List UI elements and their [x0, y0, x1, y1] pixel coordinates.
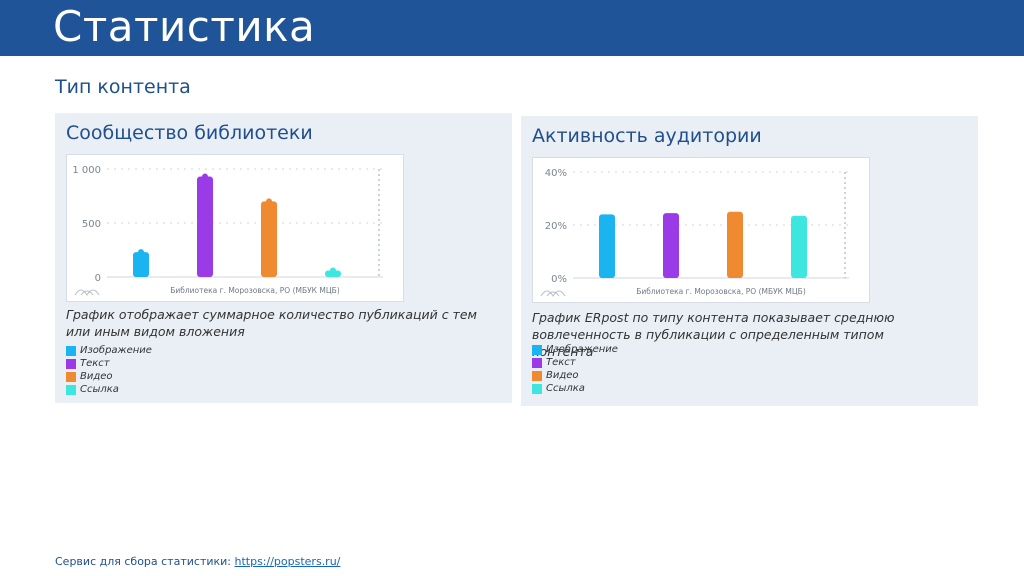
bar — [599, 214, 615, 278]
legend-item: Видео — [532, 369, 618, 382]
legend-label: Текст — [546, 357, 576, 368]
legend-item: Изображение — [66, 344, 152, 357]
x-axis-label: Библиотека г. Морозовска, РО (МБУК МЦБ) — [170, 286, 340, 295]
legend-item: Ссылка — [66, 383, 152, 396]
legend-label: Текст — [80, 358, 110, 369]
y-tick-label: 40% — [545, 168, 567, 179]
y-tick-label: 500 — [82, 219, 101, 230]
chart-frame: 0 500 1 000 Библиотека г. Морозовска, РО (М… — [66, 154, 404, 302]
legend-label: Изображение — [546, 344, 618, 355]
bar — [663, 213, 679, 278]
popsters-link[interactable]: https://popsters.ru/ — [234, 555, 341, 568]
legend-swatch — [66, 358, 76, 369]
bar-marker — [138, 249, 144, 256]
chart-frame: 0% 20% 40% Библиотека г. Морозовска, РО (МБ… — [532, 157, 870, 303]
y-tick-label: 0 — [95, 273, 101, 284]
y-tick-label: 20% — [545, 221, 567, 232]
legend-label: Ссылка — [80, 384, 119, 395]
legend-item: Текст — [532, 356, 618, 369]
chart-description: График отображает суммарное количество п… — [66, 307, 477, 339]
bar — [325, 270, 341, 277]
footer: Сервис для сбора статистики: https://pop… — [55, 555, 340, 568]
y-tick-label: 1 000 — [72, 165, 101, 176]
header-bar: Статистика — [0, 0, 1024, 56]
legend-swatch — [66, 371, 76, 382]
x-axis-label: Библиотека г. Морозовска, РО (МБУК МЦБ) — [636, 287, 806, 296]
legend-item: Ссылка — [532, 382, 618, 395]
bar-chart-community: 0 500 1 000 Библиотека г. Морозовска, РО (М… — [72, 165, 383, 296]
bar — [791, 215, 807, 278]
legend-swatch — [66, 384, 76, 395]
legend-label: Ссылка — [546, 383, 585, 394]
bar — [133, 252, 149, 277]
chart-description: График ERpost по типу контента показывае… — [532, 310, 895, 359]
panel-title: Сообщество библиотеки — [66, 122, 313, 144]
footer-label: Сервис для сбора статистики: — [55, 555, 231, 568]
legend-swatch — [532, 344, 542, 355]
bar-chart-audience: 0% 20% 40% Библиотека г. Морозовска, РО (МБ… — [540, 168, 849, 297]
bar-marker — [330, 267, 336, 274]
bar-marker — [266, 198, 272, 205]
wave-logo-icon — [74, 289, 100, 296]
y-tick-label: 0% — [551, 274, 567, 285]
panel-community: Сообщество библиотеки 0 500 1 000 Библиотек… — [55, 113, 512, 403]
legend-item: Текст — [66, 357, 152, 370]
section-title: Тип контента — [55, 76, 191, 98]
panel-title: Активность аудитории — [532, 125, 762, 147]
chart-legend: Изображение Текст Видео Ссылка — [532, 343, 618, 395]
legend-item: Видео — [66, 370, 152, 383]
bar — [197, 176, 213, 277]
legend-swatch — [532, 370, 542, 381]
legend-swatch — [66, 345, 76, 356]
chart-legend: Изображение Текст Видео Ссылка — [66, 344, 152, 396]
page-title: Статистика — [53, 2, 316, 51]
bar — [261, 201, 277, 277]
legend-label: Изображение — [80, 345, 152, 356]
legend-label: Видео — [546, 370, 579, 381]
legend-swatch — [532, 357, 542, 368]
bar-marker — [202, 173, 208, 180]
bar — [727, 211, 743, 278]
panel-audience: Активность аудитории 0% 20% 40% Библиотека … — [521, 116, 978, 406]
legend-label: Видео — [80, 371, 113, 382]
wave-logo-icon — [540, 290, 566, 297]
legend-swatch — [532, 383, 542, 394]
legend-item: Изображение — [532, 343, 618, 356]
